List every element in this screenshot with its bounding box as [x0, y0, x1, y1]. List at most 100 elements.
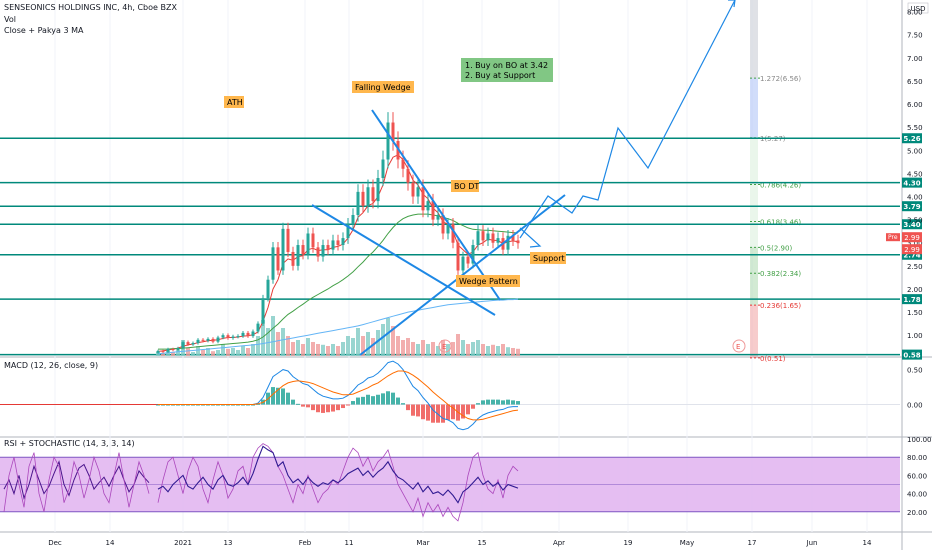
- time-tick: 15: [478, 539, 487, 547]
- candle-body: [186, 342, 190, 345]
- volume-bar: [406, 338, 410, 356]
- macd-histogram-bar: [211, 404, 215, 406]
- macd-histogram-bar: [416, 404, 420, 417]
- volume-bar: [501, 344, 505, 356]
- macd-histogram-bar: [276, 387, 280, 405]
- macd-histogram-bar: [406, 404, 410, 411]
- candle-body: [366, 187, 370, 206]
- fib-zone: [750, 247, 758, 306]
- macd-line: [158, 360, 518, 431]
- macd-histogram-bar: [401, 403, 405, 405]
- candle-body: [231, 336, 235, 338]
- macd-histogram-bar: [156, 404, 160, 406]
- macd-histogram-bar: [241, 404, 245, 406]
- volume-bar: [481, 344, 485, 356]
- last-price-tag: [902, 244, 922, 255]
- wedge-line: [311, 204, 496, 316]
- macd-histogram-bar: [221, 404, 225, 406]
- volume-bar: [186, 348, 190, 356]
- time-tick: 2021: [174, 539, 192, 547]
- volume-bar: [286, 336, 290, 356]
- macd-histogram-bar: [356, 397, 360, 405]
- volume-bar: [416, 344, 420, 356]
- volume-bar: [276, 332, 280, 356]
- macd-histogram-bar: [346, 404, 350, 406]
- fib-label: 1.272(6.56): [760, 75, 801, 83]
- level-tag: [902, 201, 922, 212]
- last-price-text: 2.99: [904, 246, 920, 254]
- macd-histogram-bar: [501, 400, 505, 405]
- volume-bar: [436, 346, 440, 356]
- earnings-icon-label: E: [736, 343, 740, 351]
- volume-bar: [411, 342, 415, 356]
- candle-body: [461, 256, 465, 271]
- candle-body: [341, 238, 345, 246]
- macd-histogram-bar: [176, 404, 180, 406]
- volume-bar: [341, 342, 345, 356]
- candle-body: [211, 338, 215, 342]
- time-tick: Apr: [553, 539, 565, 547]
- volume-bar: [401, 340, 405, 356]
- candle-body: [326, 245, 330, 250]
- volume-bar: [356, 328, 360, 356]
- candle-body: [286, 228, 290, 252]
- volume-bar: [351, 338, 355, 356]
- volume-bar: [241, 346, 245, 356]
- price-tick: 5.50: [907, 124, 923, 132]
- price-tick: 3.00: [907, 240, 923, 248]
- macd-histogram-bar: [306, 404, 310, 408]
- macd-histogram-bar: [246, 404, 250, 406]
- candle-body: [346, 224, 350, 239]
- volume-bar: [306, 338, 310, 356]
- price-tick: 1.50: [907, 309, 923, 317]
- time-tick: Dec: [48, 539, 62, 547]
- volume-bar: [196, 346, 200, 356]
- horizontal-levels: [0, 137, 900, 356]
- candle-body: [456, 242, 460, 271]
- candle-body: [216, 337, 220, 342]
- volume-bar: [321, 344, 325, 356]
- macd-histogram-bar: [296, 403, 300, 405]
- candle-body: [386, 122, 390, 160]
- volume-bar: [316, 344, 320, 356]
- candle-body: [496, 238, 500, 243]
- macd-histogram-bar: [381, 393, 385, 405]
- macd-histogram-bar: [511, 400, 515, 405]
- volume-bar: [246, 348, 250, 356]
- candle-body: [156, 350, 160, 353]
- macd-histogram-bar: [236, 404, 240, 406]
- time-tick: Jun: [806, 539, 818, 547]
- volume-bar: [446, 344, 450, 356]
- fib-label: 0.786(4.26): [760, 181, 801, 189]
- candle-body: [491, 233, 495, 243]
- volume-bar: [271, 316, 275, 356]
- volume-bar: [231, 348, 235, 356]
- candle-body: [256, 323, 260, 332]
- annotation-box: [456, 275, 520, 287]
- annotation-box: [530, 252, 566, 264]
- candle-body: [161, 350, 165, 352]
- candle-body: [411, 182, 415, 197]
- earnings-icon-label: E: [442, 343, 446, 351]
- candle-body: [241, 332, 245, 337]
- candle-body: [176, 348, 180, 350]
- volume-bar: [441, 340, 445, 356]
- volume-bar: [161, 352, 165, 356]
- annotation-text: Falling Wedge: [355, 83, 411, 92]
- candle-body: [421, 187, 425, 211]
- annotation-box: [352, 81, 414, 93]
- volume-bar: [371, 338, 375, 356]
- macd-histogram-bar: [291, 399, 295, 405]
- volume-bar: [431, 342, 435, 356]
- candle-body: [426, 201, 430, 211]
- price-tick: 7.50: [907, 32, 923, 40]
- annotation-text: BO DT: [454, 182, 479, 191]
- time-tick: 11: [345, 539, 354, 547]
- candle-body: [191, 343, 195, 345]
- macd-histogram-bar: [351, 401, 355, 405]
- level-tag: [902, 177, 922, 188]
- time-tick: 14: [106, 539, 115, 547]
- candle-body: [471, 245, 475, 264]
- chart-title: SENSEONICS HOLDINGS INC, 4h, Cboe BZX: [4, 3, 177, 12]
